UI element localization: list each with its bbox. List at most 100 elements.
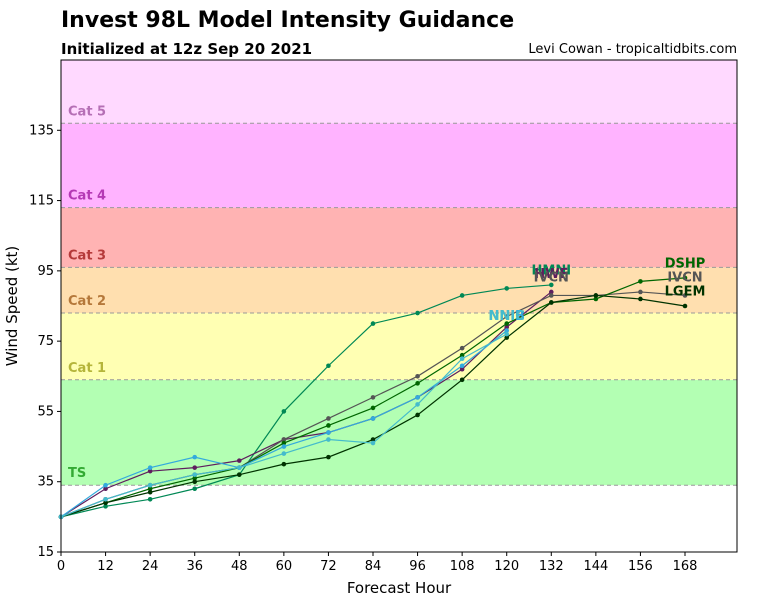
data-point-nnic — [147, 482, 153, 488]
data-point-nnib — [192, 454, 198, 460]
data-point-ivcn — [415, 373, 420, 379]
data-point-hmni — [326, 363, 331, 369]
series-label-nnib: NNIB — [488, 309, 525, 324]
band-label-cat-5: Cat 5 — [68, 104, 106, 119]
data-point-nnic — [326, 437, 331, 442]
data-point-ivcn — [504, 314, 510, 319]
band-cat-4 — [61, 123, 737, 208]
x-tick-label: 84 — [365, 559, 382, 574]
data-point-lgem — [281, 461, 287, 467]
data-point-hwf — [548, 289, 554, 295]
data-point-dshp — [593, 296, 599, 302]
data-point-ivcn — [682, 293, 688, 298]
chart-title: Invest 98L Model Intensity Guidance — [61, 8, 515, 33]
data-point-dshp — [147, 486, 153, 492]
series-label-lgem: LGEM — [665, 284, 706, 299]
data-point-lgem — [682, 303, 688, 309]
data-point-dshp — [638, 279, 643, 284]
data-point-nnic — [192, 472, 198, 477]
category-boundaries — [61, 122, 737, 486]
band-label-cat-4: Cat 4 — [68, 189, 106, 204]
y-tick-label: 55 — [37, 404, 54, 419]
data-point-ivcn — [370, 395, 376, 400]
x-tick-label: 24 — [142, 559, 159, 574]
data-point-lgem — [192, 479, 198, 485]
data-point-dshp — [326, 423, 331, 428]
series-label-hmni: HMNI — [532, 263, 572, 278]
data-point-nnib — [459, 363, 465, 369]
credit-text: Levi Cowan - tropicaltidbits.com — [528, 42, 737, 57]
series-label-dshp: DSHP — [665, 256, 706, 271]
data-point-hwf — [459, 366, 465, 372]
data-point-dshp — [281, 440, 287, 446]
series-label-ivcn: IVCN — [667, 270, 702, 285]
y-tick-label: 75 — [37, 334, 54, 349]
x-tick-label: 144 — [583, 559, 608, 574]
data-point-hmni — [281, 409, 287, 414]
series-label-ivcn: IVCN — [534, 270, 569, 285]
y-axis-label: Wind Speed (kt) — [3, 246, 21, 367]
data-point-hmni — [147, 496, 153, 502]
data-point-nnib — [281, 444, 287, 449]
data-point-nnic — [504, 331, 510, 337]
x-axis: 0 12 24 36 48 60 72 84 96 108 120 132 144 156 168 — [57, 552, 697, 574]
data-point-hmni — [415, 310, 420, 316]
data-point-ivcn — [548, 293, 554, 298]
y-axis: 15 35 55 75 95 115 135 — [29, 123, 61, 560]
band-cat-3 — [61, 207, 737, 268]
data-point-lgem — [504, 335, 510, 340]
data-point-hwf — [192, 465, 198, 470]
data-point-lgem — [147, 489, 153, 495]
data-point-dshp — [370, 405, 376, 411]
x-tick-label: 156 — [628, 559, 653, 574]
chart-subtitle: Initialized at 12z Sep 20 2021 — [61, 40, 313, 58]
band-label-cat-2: Cat 2 — [68, 294, 106, 309]
x-tick-label: 36 — [186, 559, 203, 574]
series-label-nnic: NNIC — [489, 309, 525, 324]
data-point-nnic — [370, 440, 376, 446]
data-point-nnib — [370, 416, 376, 421]
data-point-nnic — [459, 356, 465, 362]
x-axis-label: Forecast Hour — [347, 579, 452, 597]
plot-frame — [60, 59, 738, 553]
data-point-hwf — [236, 458, 242, 463]
series-line-hmni — [60, 284, 552, 518]
data-point-nnic — [281, 451, 287, 456]
data-point-nnib — [103, 482, 108, 488]
data-point-dshp — [504, 321, 510, 326]
series-label-hwf: HWF — [534, 267, 568, 282]
data-point-nnib — [415, 395, 420, 400]
category-bands: TS Cat 1 Cat 2 Cat 3 Cat 4 Cat 5 — [61, 60, 737, 486]
data-point-ivcn — [326, 416, 331, 421]
data-point-lgem — [415, 412, 420, 418]
data-point-nnic — [415, 402, 420, 407]
data-point-nnic — [236, 465, 242, 470]
y-tick-label: 15 — [37, 545, 54, 560]
band-cat-5 — [61, 60, 737, 124]
band-label-cat-1: Cat 1 — [68, 361, 106, 376]
data-point-dshp — [415, 381, 420, 386]
data-point-nnib — [147, 465, 153, 470]
x-tick-label: 48 — [231, 559, 248, 574]
data-point-hmni — [459, 293, 465, 298]
data-point-hwf — [147, 468, 153, 474]
x-tick-label: 12 — [97, 559, 114, 574]
data-point-hwf — [103, 486, 108, 492]
y-tick-label: 115 — [29, 194, 54, 209]
x-tick-label: 132 — [539, 559, 564, 574]
data-point-hwf — [504, 324, 510, 330]
band-label-cat-3: Cat 3 — [68, 248, 106, 263]
data-point-hmni — [370, 321, 376, 326]
series-line-hwf — [60, 291, 552, 518]
x-tick-label: 60 — [276, 559, 293, 574]
band-label-ts: TS — [68, 466, 86, 481]
x-tick-label: 0 — [57, 559, 65, 574]
data-point-hmni — [103, 504, 108, 509]
data-point-nnib — [504, 328, 510, 333]
data-point-lgem — [326, 454, 331, 460]
data-point-hmni — [504, 286, 510, 291]
band-cat-1 — [61, 313, 737, 380]
data-point-hmni — [192, 486, 198, 492]
data-point-nnib — [326, 430, 331, 435]
